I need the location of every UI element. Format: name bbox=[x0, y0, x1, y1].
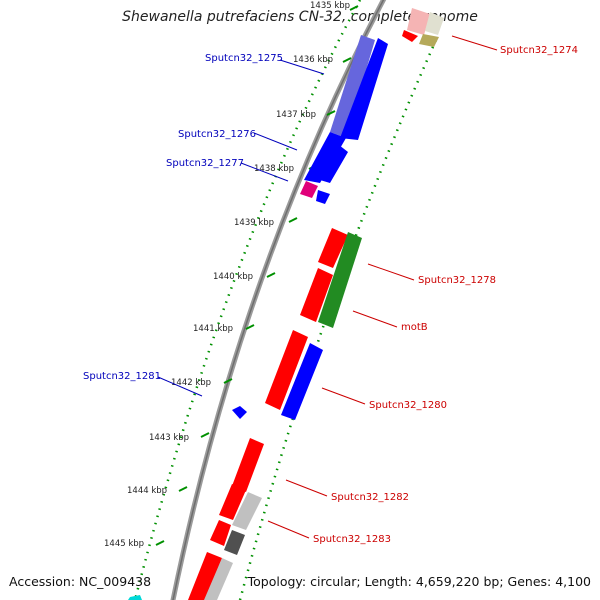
kbp-tick-mark bbox=[200, 432, 210, 438]
gene-label: Sputcn32_1276 bbox=[178, 129, 256, 140]
gene-red-2 bbox=[300, 268, 333, 322]
kbp-tick-label: 1443 kbp bbox=[149, 433, 189, 443]
gene-label: Sputcn32_1280 bbox=[369, 400, 447, 411]
gene-red-2-body bbox=[300, 268, 333, 322]
gene-blue-4-body bbox=[281, 343, 323, 420]
gene-label: Sputcn32_1275 bbox=[205, 53, 283, 64]
gene-blue-1-body bbox=[340, 38, 388, 140]
kbp-tick-mark bbox=[245, 324, 255, 330]
gene-label-leader bbox=[240, 162, 289, 182]
gene-red-1-body bbox=[318, 228, 348, 268]
kbp-tick-label: 1439 kbp bbox=[234, 218, 274, 228]
gene-blue-2-body bbox=[320, 145, 348, 183]
gene-dark-gray-1-body bbox=[224, 530, 245, 555]
gene-label-leader bbox=[267, 520, 310, 539]
kbp-tick-mark bbox=[155, 540, 165, 546]
kbp-tick-label: 1442 kbp bbox=[171, 378, 211, 388]
gene-sputcn32-1281 bbox=[232, 406, 247, 419]
gene-blue-1 bbox=[340, 38, 388, 140]
map-title: Shewanella putrefaciens CN-32, complete … bbox=[122, 9, 478, 25]
kbp-tick-mark bbox=[266, 272, 276, 278]
kbp-tick-label: 1437 kbp bbox=[276, 110, 316, 120]
gene-red-3 bbox=[265, 330, 308, 410]
kbp-tick-label: 1436 kbp bbox=[293, 55, 333, 65]
gene-blue-3 bbox=[316, 190, 330, 204]
kbp-tick-label: 1440 kbp bbox=[213, 272, 253, 282]
gene-sputcn32-1278 bbox=[318, 232, 362, 328]
gene-sputcn32-1281-body bbox=[232, 406, 247, 419]
gene-cyan-edge bbox=[128, 595, 142, 600]
gene-blue-2 bbox=[320, 145, 348, 183]
gene-red-6-body bbox=[210, 520, 231, 546]
kbp-tick-mark bbox=[178, 486, 188, 492]
gene-gray-2-body bbox=[204, 558, 233, 600]
gene-label-leader bbox=[285, 479, 328, 497]
gene-blue-3-body bbox=[316, 190, 330, 204]
gene-red-7-body bbox=[188, 552, 222, 600]
genome-backbone-edge bbox=[172, 0, 385, 600]
gene-label-leader bbox=[451, 35, 498, 51]
gene-sputcn32-1277 bbox=[300, 181, 318, 198]
gene-sputcn32-1275-shaded-body bbox=[330, 35, 375, 138]
gene-sputcn32-1274-pink bbox=[407, 8, 430, 35]
kbp-tick-label: 1435 kbp bbox=[310, 1, 350, 11]
gene-sputcn32-1276 bbox=[304, 132, 346, 183]
gene-label: Sputcn32_1278 bbox=[418, 275, 496, 286]
kbp-tick-label: 1438 kbp bbox=[254, 164, 294, 174]
kbp-tick-mark bbox=[349, 5, 359, 11]
gene-gray-top bbox=[425, 12, 444, 35]
gene-olive-top-body bbox=[419, 34, 439, 47]
kbp-tick-label: 1441 kbp bbox=[193, 324, 233, 334]
gene-gray-top-body bbox=[425, 12, 444, 35]
gene-label: Sputcn32_1281 bbox=[83, 371, 161, 382]
gene-red-4 bbox=[232, 438, 264, 492]
gene-red-6 bbox=[210, 520, 231, 546]
gene-sputcn32-1277-body bbox=[300, 181, 318, 198]
kbp-tick-label: 1444 kbp bbox=[127, 486, 167, 496]
gene-sputcn32-1275-shaded bbox=[330, 35, 375, 138]
gene-small-red-top bbox=[402, 30, 418, 42]
gene-small-red-top-body bbox=[402, 30, 418, 42]
gene-label: Sputcn32_1282 bbox=[331, 492, 409, 503]
gene-label: Sputcn32_1274 bbox=[500, 45, 578, 56]
kbp-tick-mark bbox=[223, 378, 233, 384]
gene-label-leader bbox=[279, 59, 325, 75]
gene-label: Sputcn32_1283 bbox=[313, 534, 391, 545]
gene-red-1 bbox=[318, 228, 348, 268]
gene-dark-gray-1 bbox=[224, 530, 245, 555]
gene-gray-1 bbox=[232, 492, 262, 530]
gene-gray-2 bbox=[204, 558, 233, 600]
gene-label-leader bbox=[352, 310, 398, 328]
gene-label-leader bbox=[321, 387, 366, 405]
gene-olive-top bbox=[419, 34, 439, 47]
gene-red-4-body bbox=[232, 438, 264, 492]
kbp-tick-mark bbox=[326, 110, 336, 116]
gene-label: motB bbox=[401, 322, 428, 333]
gene-sputcn32-1274-pink-body bbox=[407, 8, 430, 35]
gene-label-leader bbox=[157, 376, 203, 397]
gene-red-5-body bbox=[219, 484, 246, 520]
genome-summary-text: Topology: circular; Length: 4,659,220 bp… bbox=[247, 574, 591, 589]
kbp-tick-mark bbox=[288, 217, 298, 223]
gene-label-leader bbox=[367, 263, 415, 281]
gene-red-5 bbox=[219, 484, 246, 520]
accession-text: Accession: NC_009438 bbox=[9, 574, 152, 589]
gene-blue-4 bbox=[281, 343, 323, 420]
gene-label: Sputcn32_1277 bbox=[166, 158, 244, 169]
gene-red-7 bbox=[188, 552, 222, 600]
gene-sputcn32-1278-body bbox=[318, 232, 362, 328]
gene-gray-1-body bbox=[232, 492, 262, 530]
gene-sputcn32-1276-body bbox=[304, 132, 346, 183]
gene-red-3-body bbox=[265, 330, 308, 410]
gene-label-leader bbox=[253, 132, 298, 151]
gene-cyan-edge-body bbox=[128, 595, 142, 600]
kbp-tick-mark bbox=[342, 57, 352, 63]
kbp-tick-label: 1445 kbp bbox=[104, 539, 144, 549]
